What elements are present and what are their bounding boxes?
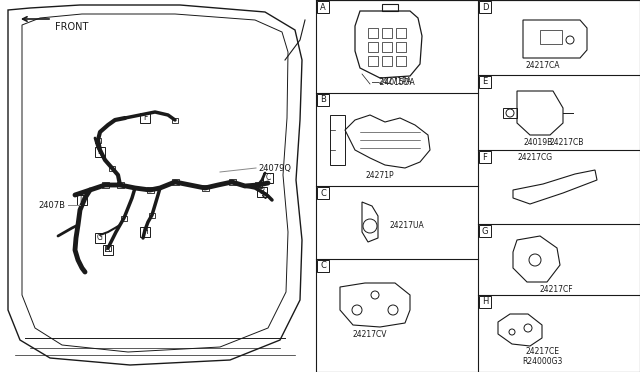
Text: B: B: [259, 187, 264, 196]
Bar: [105, 246, 111, 250]
Bar: [140, 227, 150, 237]
Text: ―24015DA: ―24015DA: [372, 78, 415, 87]
Bar: [368, 28, 378, 38]
Text: 24271P: 24271P: [365, 171, 394, 180]
Bar: [479, 151, 491, 163]
Text: 24217CV: 24217CV: [353, 330, 387, 339]
Text: 24217CG: 24217CG: [517, 153, 552, 162]
Text: 2407B: 2407B: [38, 201, 65, 209]
Text: D: D: [482, 3, 488, 12]
Bar: [396, 28, 406, 38]
Bar: [396, 56, 406, 66]
Bar: [263, 173, 273, 183]
Bar: [95, 138, 101, 142]
Text: 24217CA: 24217CA: [525, 61, 559, 70]
Text: FRONT: FRONT: [55, 22, 88, 32]
Bar: [316, 0, 640, 372]
Text: 24079Q: 24079Q: [258, 164, 291, 173]
Bar: [202, 185, 209, 191]
Text: C: C: [266, 173, 271, 183]
Bar: [257, 187, 267, 197]
Text: B: B: [320, 96, 326, 105]
Bar: [140, 113, 150, 123]
Bar: [95, 233, 105, 243]
Text: 24019B: 24019B: [523, 138, 552, 147]
Bar: [382, 42, 392, 52]
Text: 24217CB: 24217CB: [550, 138, 584, 147]
Bar: [368, 56, 378, 66]
Text: A: A: [106, 246, 111, 254]
Text: G: G: [482, 227, 488, 235]
Bar: [95, 147, 105, 157]
Text: F: F: [143, 113, 147, 122]
Bar: [172, 118, 178, 122]
Bar: [255, 182, 262, 188]
Bar: [149, 212, 155, 218]
Bar: [382, 28, 392, 38]
Text: H: H: [142, 228, 148, 237]
Bar: [382, 56, 392, 66]
Bar: [317, 187, 329, 199]
Bar: [396, 42, 406, 52]
Text: D: D: [79, 196, 85, 205]
Bar: [479, 225, 491, 237]
Bar: [103, 245, 113, 255]
Text: 24217CF: 24217CF: [540, 285, 573, 294]
Text: E: E: [483, 77, 488, 87]
Bar: [147, 187, 154, 193]
Text: 24271PA: 24271PA: [378, 77, 412, 86]
Bar: [317, 1, 329, 13]
Bar: [102, 182, 109, 188]
Bar: [317, 94, 329, 106]
Bar: [121, 215, 127, 221]
Bar: [479, 76, 491, 88]
Bar: [479, 296, 491, 308]
Text: E: E: [98, 148, 102, 157]
Text: F: F: [483, 153, 488, 161]
Bar: [228, 179, 236, 185]
Text: 24217UA: 24217UA: [390, 221, 425, 231]
Bar: [77, 195, 87, 205]
Bar: [540, 30, 562, 44]
Bar: [109, 166, 115, 170]
Text: C: C: [320, 189, 326, 198]
Text: A: A: [320, 3, 326, 12]
Text: C: C: [320, 262, 326, 270]
Bar: [368, 42, 378, 52]
Bar: [172, 179, 179, 185]
Text: 24217CE: 24217CE: [525, 347, 559, 356]
Text: R24000G3: R24000G3: [522, 357, 563, 366]
Text: H: H: [482, 298, 488, 307]
Bar: [317, 260, 329, 272]
Bar: [116, 182, 124, 188]
Bar: [479, 1, 491, 13]
Text: G: G: [97, 234, 103, 243]
